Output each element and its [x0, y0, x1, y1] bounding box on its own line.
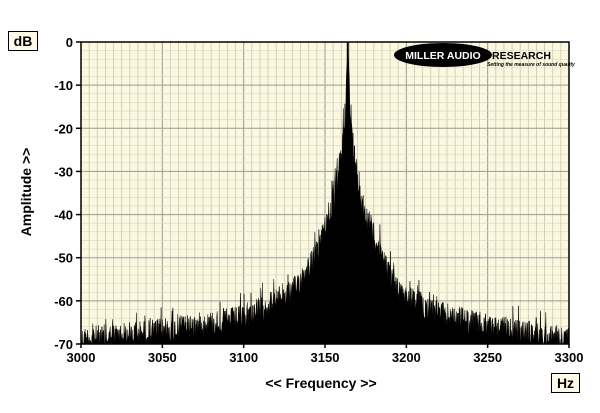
miller-audio-research-logo: MILLER AUDIO RESEARCH Setting the measur…	[394, 43, 575, 68]
x-axis-label: << Frequency >>	[265, 375, 376, 391]
x-tick-labels: 3000 3050 3100 3150 3200 3250 3300	[67, 344, 584, 365]
logo-main-left: MILLER AUDIO	[405, 50, 480, 62]
y-tick-label: -10	[54, 78, 73, 93]
spectrum-trace	[80, 45, 570, 345]
y-unit-label: dB	[8, 31, 38, 51]
x-tick-label: 3050	[148, 350, 177, 365]
x-unit-label: Hz	[551, 373, 580, 393]
x-tick-label: 3300	[555, 350, 584, 365]
y-tick-label: -20	[54, 121, 73, 136]
x-tick-label: 3250	[473, 350, 502, 365]
y-tick-labels: 0 -10 -20 -30 -40 -50 -60 -70	[54, 35, 81, 352]
logo-main-right: RESEARCH	[492, 50, 551, 62]
logo-tagline: Setting the measure of sound quality	[487, 62, 575, 68]
y-tick-label: -70	[54, 337, 73, 352]
grid	[81, 42, 569, 344]
x-tick-label: 3000	[67, 350, 96, 365]
y-tick-label: 0	[66, 35, 73, 50]
y-tick-label: -30	[54, 164, 73, 179]
x-tick-label: 3200	[392, 350, 421, 365]
y-tick-label: -40	[54, 208, 73, 223]
x-tick-label: 3100	[229, 350, 258, 365]
y-tick-label: -50	[54, 251, 73, 266]
y-tick-label: -60	[54, 294, 73, 309]
y-axis-label: Amplitude >>	[18, 148, 34, 237]
x-tick-label: 3150	[311, 350, 340, 365]
